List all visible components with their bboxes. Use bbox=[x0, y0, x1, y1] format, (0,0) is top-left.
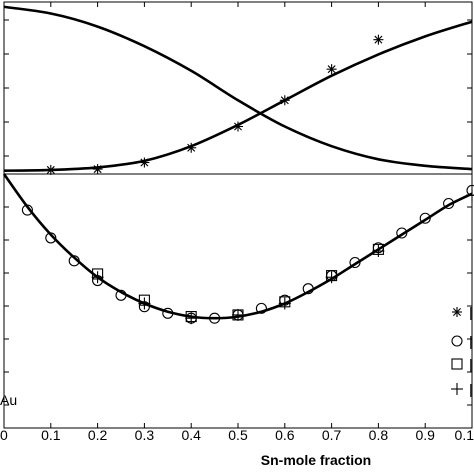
upper-asterisk-point-part bbox=[93, 165, 102, 174]
lower-circle-point bbox=[349, 256, 361, 269]
upper-asterisk-point bbox=[373, 34, 384, 45]
lower-circle-point bbox=[21, 204, 33, 216]
x-axis-label: Sn-mole fraction bbox=[261, 452, 371, 468]
upper-asterisk-point bbox=[186, 142, 197, 153]
lower-circle-point-part bbox=[115, 289, 127, 301]
lower-circle-point bbox=[162, 307, 174, 319]
legend-square-marker-part bbox=[451, 358, 463, 370]
x-tick-label: 0.3 bbox=[135, 427, 155, 443]
x-tick-label: 0.7 bbox=[322, 427, 342, 443]
lower-circle-point-part bbox=[255, 302, 267, 314]
x-tick-label: 0.6 bbox=[275, 427, 295, 443]
upper-asterisk-point-part bbox=[140, 158, 149, 167]
lower-circle-point-part bbox=[443, 197, 455, 210]
lower-circle-point bbox=[443, 197, 455, 210]
legend-plus-marker bbox=[451, 383, 463, 395]
lower-circle-point-part bbox=[21, 204, 33, 216]
legend-label: | bbox=[469, 356, 473, 372]
lower-circle-point-part bbox=[45, 232, 57, 244]
lower-circle-point-part bbox=[162, 307, 174, 319]
upper-asterisk-point-part bbox=[46, 165, 55, 174]
lower-plus-point bbox=[138, 297, 151, 310]
upper-asterisk-point bbox=[139, 157, 150, 168]
left-end-label: Au bbox=[0, 392, 17, 408]
legend-asterisk-marker bbox=[452, 307, 462, 317]
upper-asterisk-point-part bbox=[327, 65, 336, 74]
lower-circle-point bbox=[419, 212, 431, 224]
lower-circle-point-part bbox=[209, 312, 221, 324]
x-tick-label: 0.9 bbox=[415, 427, 435, 443]
lower-plus-point bbox=[185, 312, 198, 325]
upper-asterisk-point bbox=[233, 121, 243, 132]
legend: | | | | bbox=[451, 304, 473, 397]
lower-circle-point bbox=[209, 312, 221, 324]
lower-circle-point bbox=[45, 232, 57, 244]
x-tick-label: 0.1 bbox=[41, 427, 61, 443]
upper-asterisk-point-part bbox=[187, 143, 196, 152]
upper-asterisk-point-part bbox=[280, 96, 289, 105]
upper-asterisk-point-part bbox=[374, 35, 383, 44]
lower-circle-point-part bbox=[396, 227, 408, 239]
legend-circle-marker bbox=[451, 335, 463, 347]
x-tick-label: 0.1 bbox=[455, 427, 474, 443]
x-tick-label: 0.8 bbox=[369, 427, 389, 443]
lower-circle-point-part bbox=[349, 256, 361, 269]
upper-curve-0 bbox=[3, 5, 473, 171]
lower-circle-point-part bbox=[68, 255, 80, 267]
x-tick-label: 0.4 bbox=[181, 427, 201, 443]
lower-axes-frame bbox=[3, 173, 473, 429]
lower-plus-point bbox=[325, 271, 338, 284]
x-tick-label: 0.5 bbox=[228, 427, 248, 443]
upper-curve-1 bbox=[3, 20, 473, 172]
upper-asterisk-point bbox=[92, 164, 103, 175]
legend-label: | bbox=[469, 333, 473, 349]
legend-asterisk-marker-part bbox=[453, 308, 461, 316]
lower-circle-point-part bbox=[419, 212, 431, 224]
lower-plus-point bbox=[91, 271, 104, 284]
legend-label: | bbox=[469, 304, 473, 320]
upper-asterisk-point bbox=[45, 164, 56, 175]
upper-panel bbox=[3, 1, 473, 175]
lower-plus-point bbox=[466, 189, 474, 202]
lower-curve-0 bbox=[2, 173, 473, 320]
lower-plus-point bbox=[278, 297, 291, 310]
lower-plus-point bbox=[372, 245, 385, 258]
legend-square-marker bbox=[451, 358, 463, 370]
upper-axes-frame bbox=[3, 1, 473, 175]
x-tick-label: 0 bbox=[0, 427, 8, 443]
lower-circle-point-part bbox=[302, 283, 314, 295]
lower-plus-point bbox=[232, 308, 244, 321]
upper-asterisk-point-part bbox=[234, 122, 242, 131]
legend-label: | bbox=[469, 381, 473, 397]
lower-circle-point bbox=[255, 302, 267, 314]
upper-asterisk-point bbox=[279, 95, 290, 106]
lower-panel bbox=[2, 2, 474, 429]
upper-asterisk-point bbox=[326, 64, 337, 75]
lower-circle-point bbox=[396, 227, 408, 239]
lower-circle-point bbox=[115, 289, 127, 301]
legend-circle-marker-part bbox=[451, 335, 463, 347]
x-tick-label: 0.2 bbox=[88, 427, 108, 443]
x-tick-labels: 0 0.1 0.2 0.3 0.4 0.5 0.6 0.7 0.8 0.9 0.1 bbox=[0, 427, 474, 443]
lower-circle-point bbox=[68, 255, 80, 267]
lower-circle-point bbox=[302, 283, 314, 295]
